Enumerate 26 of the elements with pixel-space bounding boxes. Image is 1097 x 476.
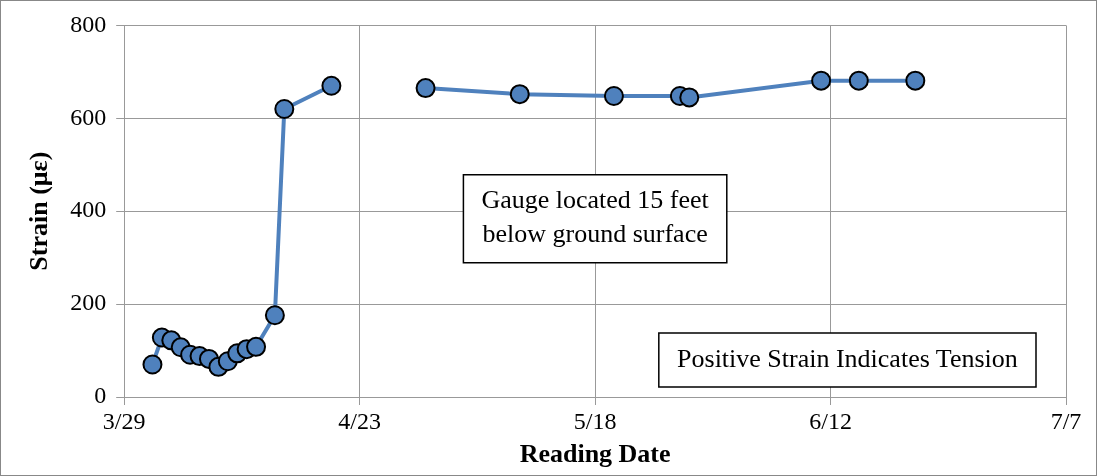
point [415, 78, 436, 99]
y-tick-label: 200 [70, 289, 107, 316]
x-tick-label: 7/7 [1050, 407, 1082, 434]
x-tick-label: 3/29 [102, 407, 146, 434]
annotation: Positive Strain Indicates Tension [677, 343, 1018, 373]
y-tick-label: 400 [70, 196, 107, 223]
y-tick-label: 0 [94, 382, 107, 409]
point [274, 99, 295, 120]
y-tick-label: 800 [70, 10, 107, 37]
point [848, 70, 869, 91]
x-axis-title: Reading Date [519, 439, 671, 469]
x-tick-label: 4/23 [338, 407, 381, 434]
point [321, 75, 342, 96]
x-tick-label: 6/12 [809, 407, 852, 434]
point [142, 354, 163, 375]
y-tick-label: 600 [70, 103, 107, 130]
point [905, 70, 926, 91]
point [264, 305, 285, 326]
point [603, 86, 624, 106]
point [509, 84, 530, 105]
annotation: Gauge located 15 feet below ground surface [481, 185, 710, 249]
x-tick-label: 5/18 [573, 407, 617, 434]
point [246, 336, 267, 357]
point [679, 87, 700, 108]
y-axis-title: Strain (με) [24, 151, 54, 271]
point [811, 70, 832, 91]
